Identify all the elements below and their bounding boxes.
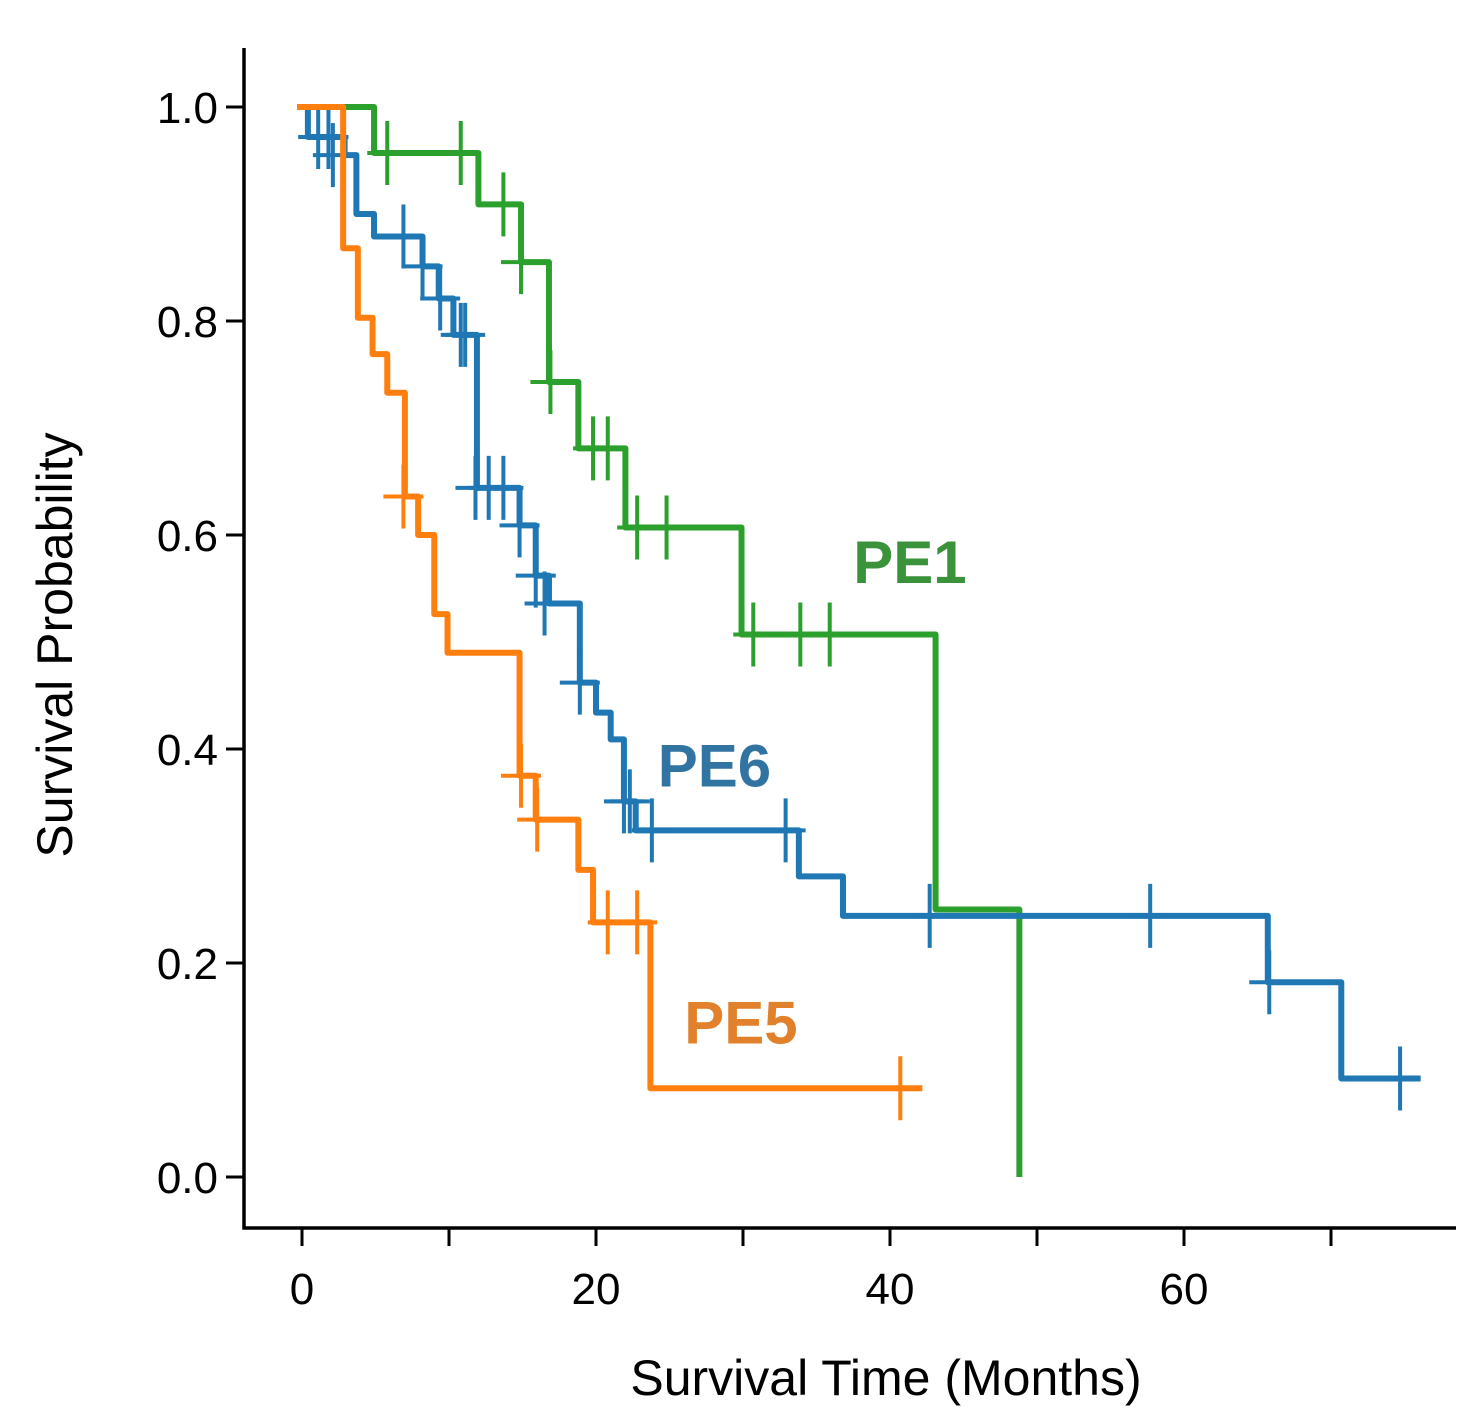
- censor-mark: [1130, 883, 1171, 948]
- y-tick-label: 0.8: [157, 298, 218, 347]
- x-ticks: 0 20 40 60: [290, 1228, 1333, 1314]
- censor-mark: [587, 416, 628, 481]
- x-tick-label: 40: [866, 1265, 915, 1314]
- series-label-pe5: PE5: [684, 989, 797, 1056]
- y-tick-label: 0.4: [157, 726, 218, 775]
- series-layer: [297, 104, 1421, 1177]
- survival-curve-pe5: [297, 104, 923, 1092]
- censor-mark: [559, 650, 600, 715]
- censor-mark: [609, 769, 650, 834]
- censor-mark: [733, 602, 774, 667]
- series-pe5: [297, 104, 923, 1121]
- censor-mark: [880, 1056, 921, 1121]
- censor-mark: [765, 798, 806, 863]
- censor-mark: [383, 204, 424, 269]
- censor-mark: [383, 464, 424, 529]
- y-tick-label: 1.0: [157, 84, 218, 133]
- y-axis-title: Survival Probability: [27, 432, 83, 857]
- x-tick-label: 60: [1160, 1265, 1209, 1314]
- censor-mark: [420, 266, 461, 331]
- censor-mark: [909, 883, 950, 948]
- x-axis-title: Survival Time (Months): [630, 1350, 1141, 1406]
- y-tick-label: 0.6: [157, 512, 218, 561]
- censor-mark: [1249, 950, 1290, 1015]
- series-labels: PE1 PE6 PE5: [658, 529, 967, 1056]
- censor-mark: [445, 302, 486, 367]
- censor-mark: [1380, 1046, 1421, 1111]
- censor-mark: [402, 234, 443, 299]
- censor-mark: [501, 230, 542, 295]
- censor-mark: [483, 455, 524, 520]
- censor-mark: [483, 172, 524, 237]
- y-tick-label: 0.0: [157, 1154, 218, 1203]
- censor-mark: [617, 890, 658, 955]
- censor-mark: [440, 121, 481, 186]
- censor-mark: [515, 543, 556, 608]
- series-label-pe6: PE6: [658, 732, 771, 799]
- y-ticks: 0.0 0.2 0.4 0.6 0.8 1.0: [157, 84, 244, 1203]
- series-pe6: [297, 104, 1421, 1111]
- axes: 0 20 40 60 0.0 0.2 0.4 0.6 0.8 1.0 Survival Time…: [27, 48, 1456, 1406]
- censor-mark: [312, 123, 353, 188]
- x-tick-label: 0: [290, 1265, 314, 1314]
- censor-mark: [499, 493, 540, 558]
- censor-mark: [530, 349, 571, 414]
- censor-mark: [517, 787, 558, 852]
- series-label-pe1: PE1: [853, 529, 966, 596]
- censor-mark: [367, 121, 408, 186]
- x-tick-label: 20: [572, 1265, 621, 1314]
- censor-mark: [501, 743, 542, 808]
- y-tick-label: 0.2: [157, 940, 218, 989]
- censor-mark: [646, 495, 687, 560]
- censor-mark: [524, 571, 565, 636]
- censor-mark: [631, 798, 672, 863]
- censor-mark: [809, 602, 850, 667]
- series-pe1: [297, 104, 1023, 1177]
